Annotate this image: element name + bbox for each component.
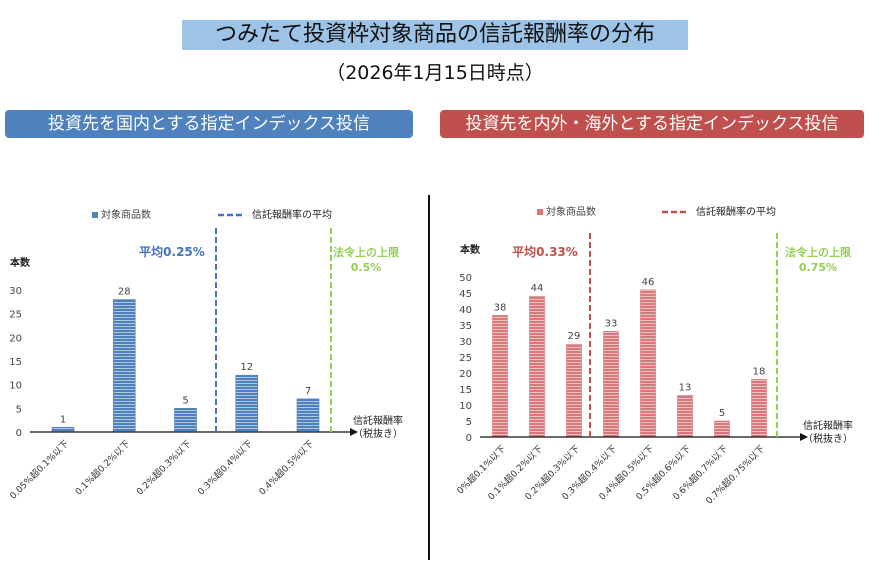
data-label: 29 <box>568 331 581 342</box>
x-tick-label: 0.4%超0.5%以下 <box>256 438 316 498</box>
x-axis-arrow <box>800 433 808 441</box>
legend-swatch <box>537 209 543 215</box>
y-tick-label: 40 <box>459 305 472 316</box>
y-tick-label: 5 <box>466 417 472 428</box>
legend-line-label: 信託報酬率の平均 <box>696 205 776 218</box>
y-tick-label: 30 <box>9 286 22 297</box>
y-tick-label: 50 <box>459 273 472 284</box>
legend-swatch <box>92 212 98 218</box>
bar <box>714 420 730 438</box>
bar <box>566 343 582 438</box>
bar <box>529 295 545 438</box>
data-label: 28 <box>118 286 131 297</box>
data-label: 5 <box>719 408 725 419</box>
x-tick-label: 0.05%超0.1%以下 <box>7 438 71 502</box>
y-tick-label: 10 <box>9 381 22 392</box>
y-tick-label: 0 <box>466 433 472 444</box>
data-label: 7 <box>305 386 311 397</box>
divider <box>428 195 430 560</box>
x-axis-label: 信託報酬率 <box>803 419 853 432</box>
bar <box>751 379 767 438</box>
legend-bar-label: 対象商品数 <box>101 208 151 221</box>
y-tick-label: 45 <box>459 289 472 300</box>
legal-limit-value: 0.5% <box>351 261 382 274</box>
y-tick-label: 5 <box>16 404 22 415</box>
data-label: 38 <box>494 302 507 313</box>
data-label: 18 <box>753 366 766 377</box>
legend-line-label: 信託報酬率の平均 <box>252 208 332 221</box>
bar <box>296 398 320 433</box>
page-subtitle: （2026年1月15日時点） <box>326 62 544 84</box>
y-axis-label: 本数 <box>10 256 31 269</box>
bar <box>112 299 136 433</box>
y-tick-label: 20 <box>459 369 472 380</box>
y-tick-label: 0 <box>16 428 22 439</box>
global-banner: 投資先を内外・海外とする指定インデックス投信 <box>440 110 864 138</box>
x-tick-label: 0.7%超0.75%以下 <box>703 443 767 507</box>
y-tick-label: 30 <box>459 337 472 348</box>
y-tick-label: 15 <box>9 357 22 368</box>
data-label: 12 <box>240 362 253 373</box>
bar <box>603 331 619 438</box>
average-label: 平均0.33% <box>512 244 578 259</box>
y-tick-label: 35 <box>459 321 472 332</box>
legal-limit-label: 法令上の上限 <box>785 245 851 259</box>
x-tick-label: 0.1%超0.2%以下 <box>72 438 132 498</box>
x-tick-label: 0.3%超0.4%以下 <box>195 438 255 498</box>
data-label: 1 <box>60 414 66 425</box>
y-tick-label: 25 <box>459 353 472 364</box>
bar <box>492 315 508 438</box>
y-tick-label: 20 <box>9 333 22 344</box>
legal-limit-value: 0.75% <box>799 261 837 274</box>
x-axis-label: 信託報酬率 <box>353 414 403 427</box>
bar <box>677 395 693 438</box>
y-tick-label: 25 <box>9 310 22 321</box>
average-label: 平均0.25% <box>139 244 205 259</box>
bar <box>640 289 656 438</box>
x-axis-label-sub: （税抜き） <box>803 432 853 445</box>
data-label: 44 <box>531 283 544 294</box>
x-axis-arrow <box>350 428 358 436</box>
data-label: 33 <box>605 318 618 329</box>
y-tick-label: 15 <box>459 385 472 396</box>
page-title: つみたて投資枠対象商品の信託報酬率の分布 <box>182 20 688 50</box>
legend-bar-label: 対象商品数 <box>546 205 596 218</box>
y-tick-label: 10 <box>459 401 472 412</box>
bar <box>174 408 197 433</box>
data-label: 13 <box>679 382 692 393</box>
data-label: 46 <box>642 277 655 288</box>
legal-limit-label: 法令上の上限 <box>333 245 399 259</box>
x-tick-label: 0.2%超0.3%以下 <box>134 438 194 498</box>
data-label: 5 <box>182 395 188 406</box>
y-axis-label: 本数 <box>460 243 481 256</box>
bar <box>235 374 259 433</box>
domestic-banner: 投資先を国内とする指定インデックス投信 <box>5 110 413 138</box>
x-axis-label-sub: （税抜き） <box>353 427 403 440</box>
bar <box>51 426 75 433</box>
